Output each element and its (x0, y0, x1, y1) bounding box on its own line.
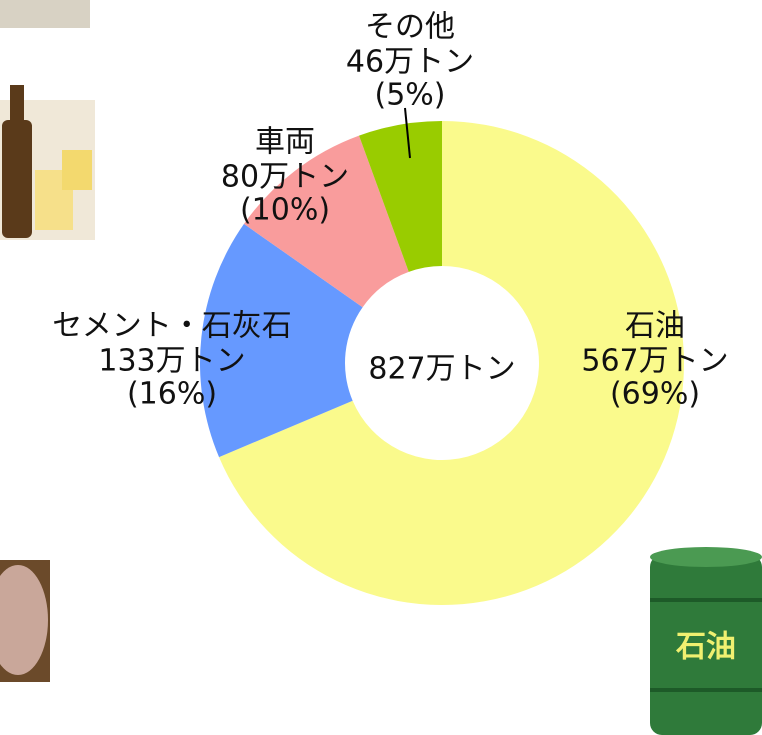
value-label: 46万トン (346, 45, 474, 80)
category-label: その他 (365, 10, 455, 45)
percent-label: (69%) (610, 377, 700, 412)
photo-roll (0, 560, 50, 682)
category-label: 車両 (255, 125, 315, 160)
percent-label: (5%) (374, 78, 445, 113)
barrel-label: 石油 (675, 630, 736, 665)
barrel: 石油 (650, 547, 762, 735)
percent-label: (16%) (127, 377, 217, 412)
value-label: 567万トン (581, 344, 728, 379)
center-label: 827万トン (368, 352, 515, 387)
value-label: 133万トン (98, 344, 245, 379)
photo-bottles (0, 85, 95, 240)
value-label: 80万トン (221, 160, 349, 195)
slide: 石油 827万トン 石油567万トン(69%)セメント・石灰石133万トン(16… (0, 0, 762, 735)
category-label: 石油 (625, 309, 685, 344)
photo-top (0, 0, 90, 28)
category-label: セメント・石灰石 (52, 309, 291, 344)
percent-label: (10%) (240, 193, 330, 228)
